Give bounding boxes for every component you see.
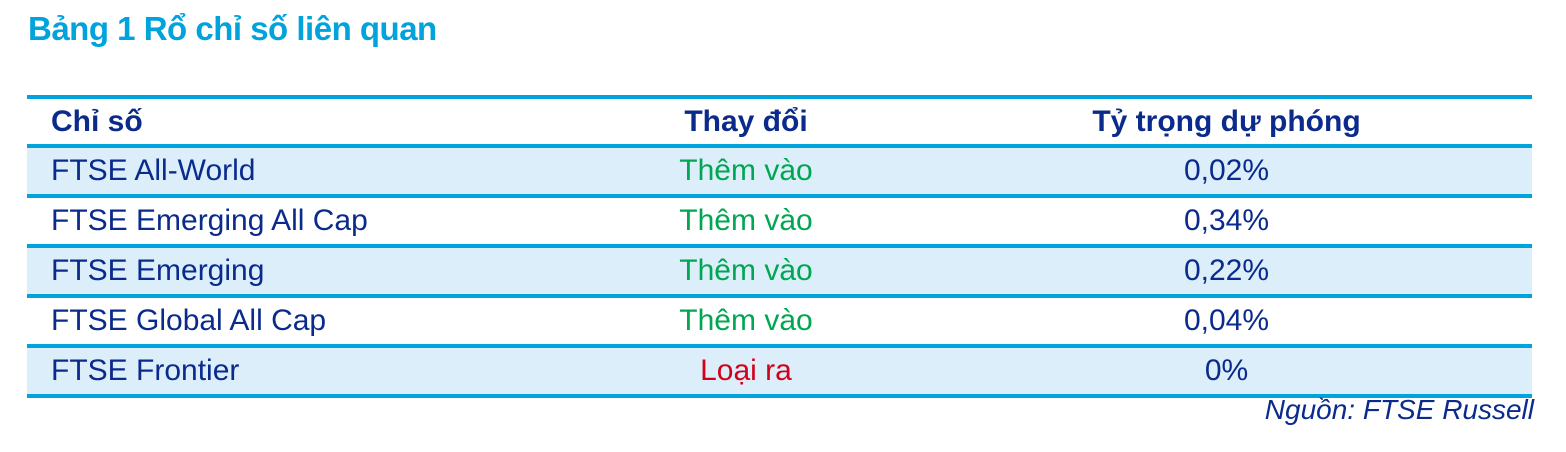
table-row: FTSE Frontier Loại ra 0%: [27, 346, 1532, 398]
change-status: Thêm vào: [571, 146, 921, 198]
source-note: Nguồn: FTSE Russell: [1264, 394, 1534, 425]
table-row: FTSE Emerging Thêm vào 0,22%: [27, 246, 1532, 298]
index-name: FTSE All-World: [27, 146, 571, 198]
table-title: Bảng 1 Rổ chỉ số liên quan: [28, 10, 437, 47]
index-name: FTSE Global All Cap: [27, 296, 571, 348]
change-status: Loại ra: [571, 346, 921, 398]
projected-weight: 0,22%: [921, 246, 1532, 298]
header-change: Thay đổi: [571, 95, 921, 148]
header-weight: Tỷ trọng dự phóng: [921, 95, 1532, 148]
index-name: FTSE Frontier: [27, 346, 571, 398]
change-status: Thêm vào: [571, 296, 921, 348]
index-name: FTSE Emerging All Cap: [27, 196, 571, 248]
index-basket-table: Chỉ số Thay đổi Tỷ trọng dự phóng FTSE A…: [27, 95, 1532, 398]
projected-weight: 0%: [921, 346, 1532, 398]
projected-weight: 0,02%: [921, 146, 1532, 198]
projected-weight: 0,34%: [921, 196, 1532, 248]
projected-weight: 0,04%: [921, 296, 1532, 348]
change-status: Thêm vào: [571, 246, 921, 298]
table-row: FTSE All-World Thêm vào 0,02%: [27, 146, 1532, 198]
change-status: Thêm vào: [571, 196, 921, 248]
header-index: Chỉ số: [27, 95, 571, 148]
table-row: FTSE Emerging All Cap Thêm vào 0,34%: [27, 196, 1532, 248]
index-name: FTSE Emerging: [27, 246, 571, 298]
table-header-row: Chỉ số Thay đổi Tỷ trọng dự phóng: [27, 95, 1532, 148]
table-row: FTSE Global All Cap Thêm vào 0,04%: [27, 296, 1532, 348]
